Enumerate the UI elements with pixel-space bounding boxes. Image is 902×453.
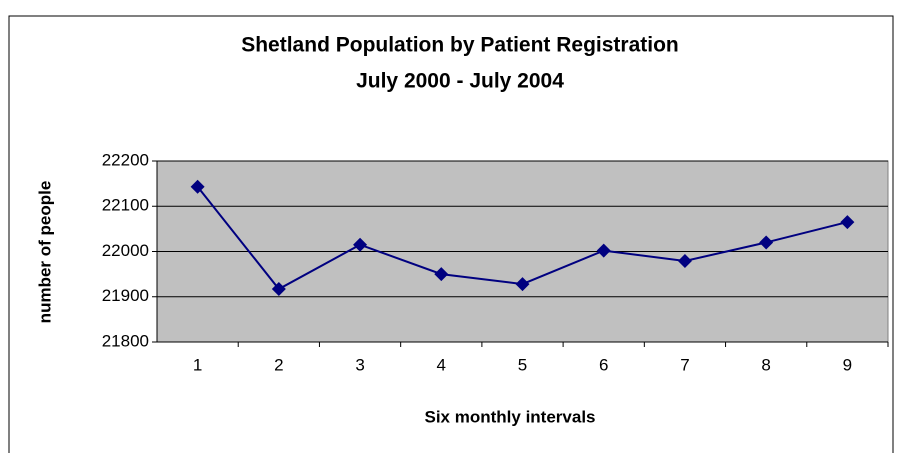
x-tick-label: 4 — [437, 355, 446, 374]
marker — [190, 179, 205, 194]
y-tick-label: 22100 — [102, 196, 149, 215]
x-tick-label: 8 — [761, 355, 770, 374]
x-axis-title: Six monthly intervals — [425, 407, 596, 426]
marker — [434, 267, 449, 282]
marker — [596, 243, 611, 258]
marker — [759, 235, 774, 250]
x-tick-label: 5 — [518, 355, 527, 374]
x-tick-label: 3 — [355, 355, 364, 374]
y-axis-title: number of people — [35, 181, 54, 324]
chart-subtitle: July 2000 - July 2004 — [356, 70, 564, 93]
x-tick-label: 7 — [680, 355, 689, 374]
marker — [271, 282, 286, 297]
marker — [840, 215, 855, 230]
marker — [677, 254, 692, 269]
chart-border — [8, 15, 894, 453]
y-tick-label: 21800 — [102, 331, 149, 350]
x-tick-label: 1 — [193, 355, 202, 374]
marker — [515, 277, 530, 292]
x-tick-label: 2 — [274, 355, 283, 374]
chart-title: Shetland Population by Patient Registrat… — [241, 34, 679, 57]
y-tick-label: 22200 — [102, 150, 149, 169]
x-tick-label: 6 — [599, 355, 608, 374]
y-tick-label: 21900 — [102, 286, 149, 305]
marker — [353, 237, 368, 252]
y-tick-label: 22000 — [102, 241, 149, 260]
x-tick-label: 9 — [843, 355, 852, 374]
